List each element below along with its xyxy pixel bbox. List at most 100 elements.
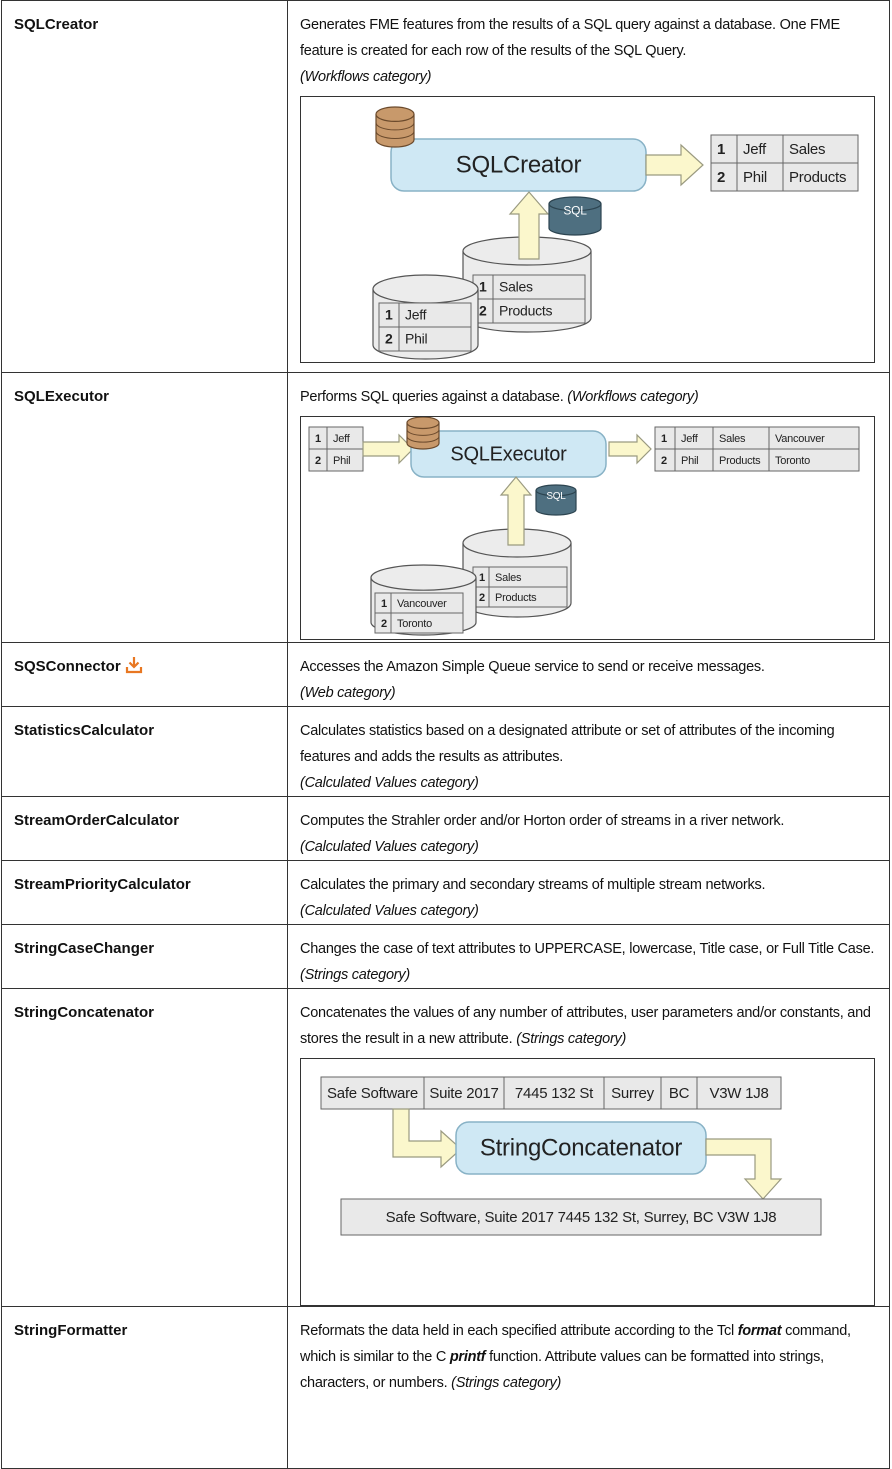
transformer-name-cell: SQSConnector [1, 642, 288, 707]
transformer-name: SQLExecutor [1, 372, 288, 643]
transformer-label: StringConcatenator [480, 1134, 683, 1161]
table-cell [398, 302, 472, 328]
cylinder-top [375, 106, 415, 123]
cylinder-top [370, 564, 477, 591]
table-cell [782, 162, 859, 192]
table-cell [603, 1076, 662, 1110]
table-value: Products [495, 592, 537, 604]
row-number: 1 [479, 279, 487, 295]
diagram: 1 Jeff 2 Phil SQLExecutor 1 Jeff Sales Vancouver… [300, 416, 875, 640]
category: (Strings category) [516, 1031, 627, 1047]
transformer-name: StreamOrderCalculator [1, 796, 288, 861]
table-cell [390, 612, 464, 634]
flow-arrow [645, 143, 704, 187]
table-value: Toronto [775, 455, 810, 467]
table-cell [736, 134, 784, 164]
code-term: format [737, 1323, 782, 1339]
description-cell: Calculates the primary and secondary str… [287, 860, 890, 925]
table-value: Phil [681, 455, 698, 467]
output-value: Safe Software, Suite 2017 7445 132 St, S… [386, 1209, 777, 1226]
transformer-name: StringConcatenator [1, 988, 288, 1307]
row-number: 1 [479, 572, 485, 584]
transformer-name: StringFormatter [1, 1306, 288, 1469]
row-number: 2 [381, 618, 387, 630]
cylinder-top [372, 274, 479, 304]
row: StatisticsCalculator Calculates statisti… [1, 706, 890, 797]
table-cell [768, 448, 860, 472]
description-cell: Accesses the Amazon Simple Queue service… [287, 642, 890, 707]
diagram-drawing: Safe Software Suite 2017 7445 132 St Surrey… [320, 1076, 822, 1236]
category: (Workflows category) [300, 69, 432, 85]
sql-label: SQL [546, 491, 566, 502]
table-cell [492, 298, 586, 324]
cylinder-top [406, 417, 440, 430]
row: SQLCreator Generates FME features from t… [1, 0, 890, 373]
description: Reformats the data held in each specifie… [300, 1318, 877, 1396]
row-number: 2 [661, 455, 667, 467]
row-number: 1 [381, 598, 387, 610]
table-cell [423, 1076, 505, 1110]
table-value: Jeff [681, 433, 699, 445]
row-number: 1 [315, 433, 321, 445]
table-value: Toronto [397, 618, 432, 630]
table-cell [696, 1076, 782, 1110]
row-number: 2 [479, 303, 487, 319]
category: (Strings category) [451, 1375, 562, 1391]
diagram-drawing: 1 Jeff 2 Phil SQLExecutor 1 Jeff Sales Vancouver… [308, 417, 860, 636]
table-cell [488, 586, 568, 608]
row-number: 1 [385, 307, 393, 323]
code-term: printf [449, 1349, 486, 1365]
table-value: Sales [499, 279, 533, 295]
description-cell: Calculates statistics based on a designa… [287, 706, 890, 797]
description-cell: Changes the case of text attributes to U… [287, 924, 890, 989]
description: Concatenates the values of any number of… [300, 1000, 877, 1052]
table-value: Sales [789, 141, 825, 158]
transformer-box [410, 430, 607, 478]
cylinder-band [375, 122, 415, 131]
cylinder-band [406, 429, 440, 436]
description-text: Concatenates the values of any number of… [300, 1005, 871, 1047]
description: Accesses the Amazon Simple Queue service… [300, 659, 765, 675]
table-value: Jeff [405, 307, 427, 323]
table-value: Jeff [333, 433, 351, 445]
table-cell [710, 162, 738, 192]
description-cell: Computes the Strahler order and/or Horto… [287, 796, 890, 861]
row-number: 2 [479, 592, 485, 604]
flow-arrow [362, 433, 414, 465]
flow-arrow [499, 476, 533, 546]
description-text: Changes the case of text attributes to U… [300, 941, 875, 957]
table-value: Products [719, 455, 761, 467]
row: StringFormatter Reformats the data held … [1, 1306, 890, 1469]
sql-label: SQL [563, 204, 587, 218]
cylinder-body [535, 490, 577, 516]
description-cell: Generates FME features from the results … [287, 0, 890, 373]
description-cell: Reformats the data held in each specifie… [287, 1306, 890, 1469]
cylinder-band [375, 131, 415, 139]
category: (Calculated Values category) [300, 839, 479, 855]
table-value: Suite 2017 [429, 1085, 498, 1102]
transformer-name: StatisticsCalculator [1, 706, 288, 797]
transformer-name: SQLCreator [1, 0, 288, 373]
row: SQSConnector Accesses the Amazon Simple … [1, 642, 890, 707]
transformer-name: StringCaseChanger [1, 924, 288, 989]
transformer-label: SQLCreator [456, 151, 582, 178]
cylinder-top [535, 484, 577, 497]
diagram-drawing: SQLCreator 1 Jeff Sales 2 Phil Products 1 Sales 2… [372, 106, 859, 360]
row: StringConcatenator Concatenates the valu… [1, 988, 890, 1307]
row-number: 1 [661, 433, 667, 445]
table-cell [736, 162, 784, 192]
category: (Workflows category) [567, 389, 699, 405]
table-value: Vancouver [397, 598, 447, 610]
transformer-label: SQLExecutor [450, 443, 567, 465]
row: SQLExecutor Performs SQL queries against… [1, 372, 890, 643]
description-cell: Concatenates the values of any number of… [287, 988, 890, 1307]
category: (Web category) [300, 685, 396, 701]
category: (Calculated Values category) [300, 903, 479, 919]
cylinder-body [406, 422, 440, 450]
table-value: Vancouver [775, 433, 825, 445]
table-value: Phil [743, 169, 767, 186]
row-number: 2 [385, 331, 393, 347]
description-cell: Performs SQL queries against a database.… [287, 372, 890, 643]
category: (Strings category) [300, 967, 410, 983]
